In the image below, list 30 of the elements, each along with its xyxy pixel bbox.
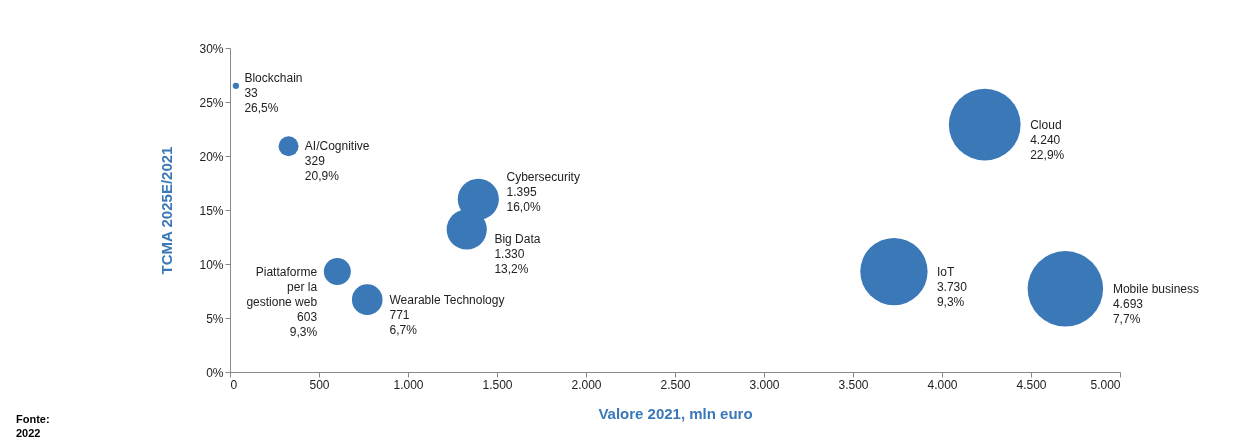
- annotation: Wearable Technology 771 6,7%: [389, 292, 505, 337]
- y-tick-label: 0%: [206, 365, 224, 380]
- y-tick-label: 10%: [199, 257, 224, 272]
- annotation: AI/Cognitive 329 20,9%: [304, 139, 370, 184]
- y-tick-label: 25%: [199, 95, 224, 110]
- y-tick-label: 15%: [199, 203, 224, 218]
- x-tick-label: 2.000: [571, 377, 602, 392]
- annotation: Big Data 1.330 13,2%: [494, 232, 541, 277]
- annotation: Cybersecurity 1.395 16,0%: [506, 170, 580, 215]
- x-tick-label: 0: [230, 377, 238, 392]
- x-axis-title: Valore 2021, mln euro: [598, 404, 753, 422]
- annotation: Blockchain 33 26,5%: [244, 70, 303, 115]
- source-note: Fonte: 2022: [16, 412, 50, 440]
- annotation: Cloud 4.240 22,9%: [1030, 117, 1065, 162]
- x-tick-label: 3.000: [749, 377, 780, 392]
- y-tick-label: 20%: [199, 149, 224, 164]
- x-tick-label: 3.500: [838, 377, 869, 392]
- annotation: Piattaforme per la gestione web 603 9,3%: [246, 264, 318, 339]
- x-tick-label: 1.500: [482, 377, 513, 392]
- x-tick-label: 4.000: [927, 377, 958, 392]
- annotation: Mobile business 4.693 7,7%: [1112, 281, 1199, 326]
- annotation: IoT 3.730 9,3%: [936, 264, 968, 309]
- x-tick-label: 5.000: [1090, 377, 1121, 392]
- y-tick-label: 5%: [206, 311, 224, 326]
- x-tick-label: 2.500: [660, 377, 691, 392]
- x-tick-label: 4.500: [1016, 377, 1047, 392]
- x-tick-label: 1.000: [393, 377, 424, 392]
- y-tick-label: 30%: [199, 41, 224, 56]
- y-axis-title: TCMA 2025E/2021: [158, 146, 176, 275]
- x-tick-label: 500: [309, 377, 330, 392]
